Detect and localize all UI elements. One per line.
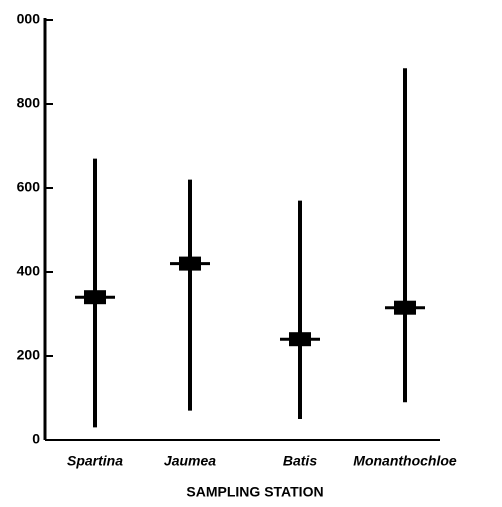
y-tick-label: 600 <box>17 179 41 195</box>
x-tick-label: Spartina <box>67 453 123 469</box>
y-tick-label: 000 <box>17 11 41 27</box>
y-tick-label: 400 <box>17 263 41 279</box>
x-axis-title: SAMPLING STATION <box>186 484 323 500</box>
x-tick-label: Jaumea <box>164 453 216 469</box>
y-tick-label: 800 <box>17 95 41 111</box>
x-tick-label: Batis <box>283 453 317 469</box>
y-tick-label: 0 <box>32 431 40 447</box>
y-tick-label: 200 <box>17 347 41 363</box>
x-tick-label: Monanthochloe <box>353 453 457 469</box>
